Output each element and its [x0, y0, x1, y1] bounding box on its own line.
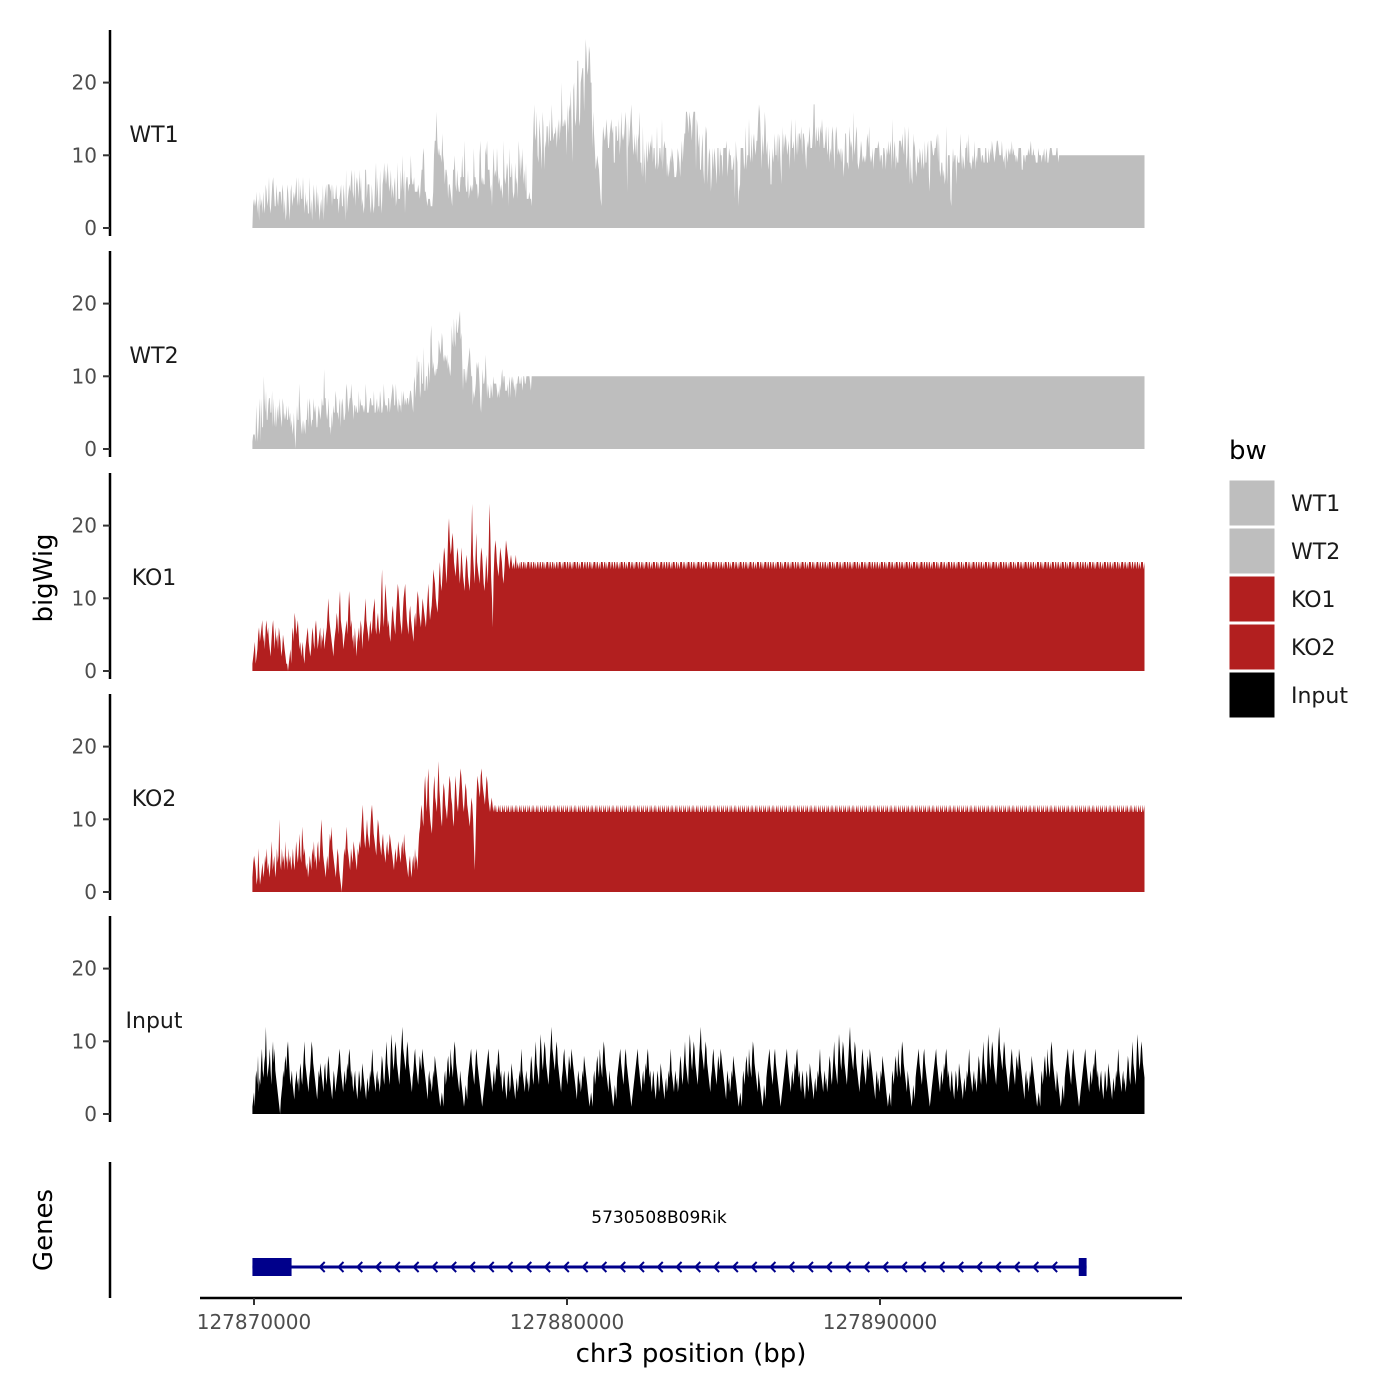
gene-track: Genes 5730508B09Rik: [29, 1162, 1087, 1298]
strand-arrow: [1031, 1261, 1040, 1273]
coverage-area-ko1: [252, 503, 1145, 671]
y-tick-label: 20: [72, 292, 97, 316]
track-label-ko1: KO1: [132, 566, 177, 591]
legend: bw WT1 WT2 KO1 KO2 Input: [1228, 436, 1348, 719]
x-axis: chr3 position (bp) 127870000 127880000 127…: [197, 1296, 1182, 1369]
x-tick-label: 127870000: [197, 1310, 312, 1334]
gene-exon: [1078, 1258, 1087, 1276]
x-axis-title: chr3 position (bp): [576, 1339, 807, 1369]
legend-label-ko2: KO2: [1291, 636, 1336, 661]
strand-arrow: [956, 1261, 964, 1273]
track-wt1: 0 10 20 WT1: [72, 30, 1145, 240]
strand-arrow: [581, 1261, 589, 1273]
strand-arrow: [355, 1261, 363, 1273]
legend-key-wt1: [1228, 479, 1276, 527]
y-axis-title: bigWig: [29, 533, 59, 622]
strand-arrow: [524, 1261, 533, 1273]
track-ko1: 0 10 20 KO1: [72, 473, 1145, 683]
strand-arrow: [693, 1261, 702, 1273]
strand-arrow: [487, 1261, 495, 1273]
legend-key-ko1: [1228, 575, 1276, 623]
strand-arrow: [506, 1261, 514, 1273]
genes-axis-title: Genes: [29, 1189, 59, 1271]
strand-arrow: [600, 1261, 608, 1273]
track-label-input: Input: [126, 1009, 183, 1034]
y-tick-label: 0: [84, 880, 97, 904]
y-tick-label: 20: [72, 71, 97, 95]
x-tick-label: 127880000: [510, 1310, 625, 1334]
legend-label-ko1: KO1: [1291, 588, 1336, 613]
legend-key-input: [1228, 671, 1276, 719]
legend-label-wt1: WT1: [1291, 492, 1340, 517]
strand-arrow: [900, 1261, 908, 1273]
legend-label-input: Input: [1291, 684, 1348, 709]
strand-arrow: [919, 1261, 927, 1273]
strand-arrow: [318, 1261, 326, 1273]
strand-arrow: [430, 1261, 439, 1273]
strand-arrow: [618, 1261, 626, 1273]
strand-arrow: [994, 1261, 1002, 1273]
strand-arrow: [393, 1261, 401, 1273]
legend-label-wt2: WT2: [1291, 540, 1340, 565]
strand-arrow: [337, 1261, 345, 1273]
strand-arrow: [806, 1261, 814, 1273]
y-tick-label: 10: [72, 807, 97, 831]
gene-model: [252, 1258, 1087, 1276]
y-tick-label: 20: [72, 514, 97, 538]
strand-arrow: [1013, 1261, 1021, 1273]
y-tick-label: 10: [72, 364, 97, 388]
y-tick-label: 10: [72, 143, 97, 167]
track-wt2: 0 10 20 WT2: [72, 251, 1145, 461]
strand-arrow: [637, 1261, 645, 1273]
strand-arrow: [750, 1261, 758, 1273]
strand-arrow: [374, 1261, 382, 1273]
coverage-area-wt2: [252, 310, 1145, 449]
strand-arrow: [938, 1261, 946, 1273]
track-input: 0 10 20 Input: [72, 916, 1145, 1126]
legend-key-wt2: [1228, 527, 1276, 575]
strand-arrow: [1050, 1261, 1058, 1273]
strand-arrow: [769, 1261, 777, 1273]
coverage-tracks: 0 10 20 WT1 0 10 20 WT2 0 10 20 KO1 0 10 20 KO2 0 10 20 Inp…: [72, 30, 1145, 1126]
x-tick-label: 127890000: [823, 1310, 938, 1334]
strand-arrow: [712, 1261, 720, 1273]
y-tick-label: 10: [72, 1029, 97, 1053]
legend-title: bw: [1229, 436, 1267, 466]
track-label-wt1: WT1: [129, 123, 178, 148]
track-label-wt2: WT2: [129, 344, 178, 369]
strand-arrow: [656, 1261, 664, 1273]
gene-name-label: 5730508B09Rik: [591, 1208, 727, 1228]
strand-arrow: [543, 1261, 551, 1273]
strand-arrow: [862, 1261, 871, 1273]
strand-arrow: [562, 1261, 570, 1273]
strand-arrow: [468, 1261, 476, 1273]
strand-arrow: [881, 1261, 889, 1273]
y-tick-label: 0: [84, 216, 97, 240]
strand-arrow: [787, 1261, 795, 1273]
coverage-area-wt1: [252, 39, 1145, 228]
coverage-area-ko2: [252, 761, 1145, 892]
strand-arrow: [844, 1261, 852, 1273]
coverage-area-input: [252, 1026, 1145, 1114]
track-label-ko2: KO2: [132, 787, 177, 812]
y-tick-label: 0: [84, 437, 97, 461]
strand-arrow: [731, 1261, 739, 1273]
strand-arrow: [675, 1261, 683, 1273]
y-tick-label: 20: [72, 735, 97, 759]
legend-key-ko2: [1228, 623, 1276, 671]
track-ko2: 0 10 20 KO2: [72, 694, 1145, 904]
strand-arrow: [975, 1261, 983, 1273]
y-tick-label: 20: [72, 957, 97, 981]
y-tick-label: 0: [84, 659, 97, 683]
strand-arrow: [412, 1261, 420, 1273]
y-tick-label: 0: [84, 1102, 97, 1126]
strand-arrow: [449, 1261, 457, 1273]
y-tick-label: 10: [72, 586, 97, 610]
strand-arrow: [825, 1261, 833, 1273]
gene-exon: [252, 1258, 292, 1276]
